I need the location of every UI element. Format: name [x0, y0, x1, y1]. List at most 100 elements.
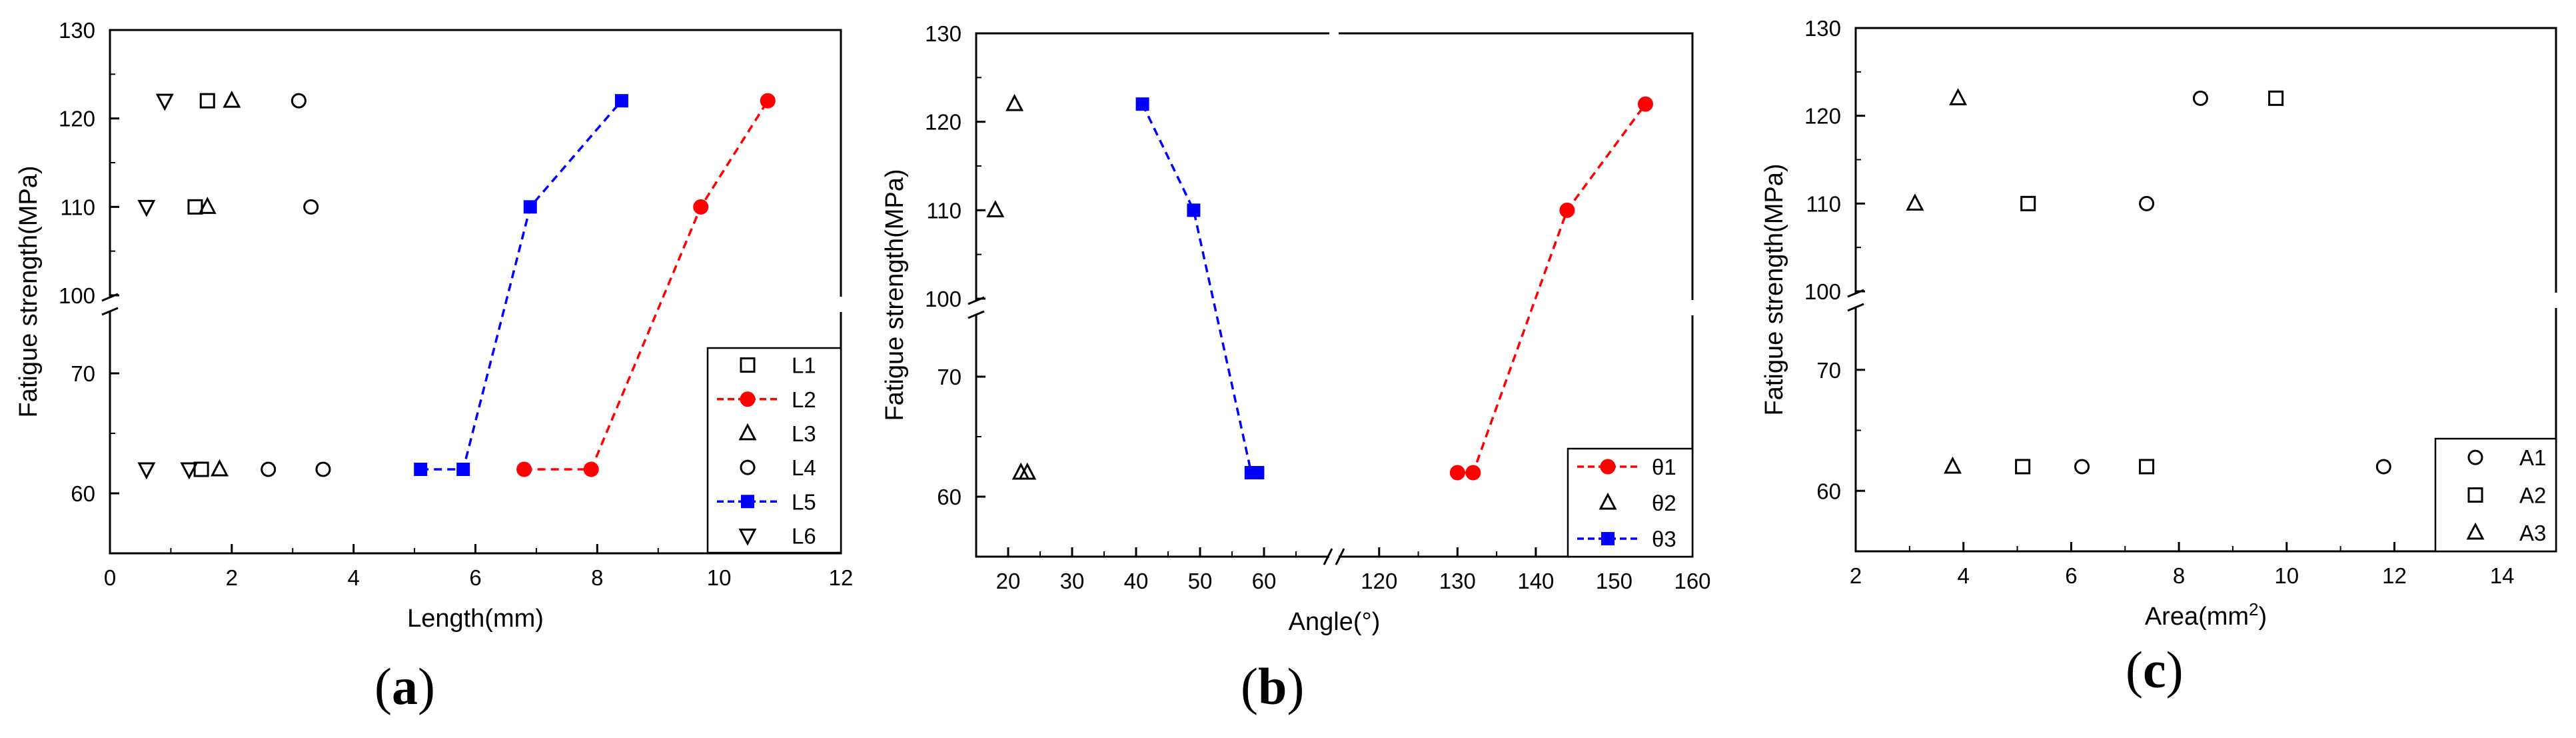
- chart-a-point-L6-0: [155, 93, 174, 111]
- chart-b-xtick-label-1-4: 160: [1674, 569, 1710, 593]
- chart-b-ytick-label-5: 130: [925, 21, 962, 46]
- chart-a-xtick-label-6: 12: [829, 565, 854, 590]
- chart-b-legend-marker-θ1: [1600, 459, 1616, 475]
- chart-b-ylabel: Fatigue strength(MPa): [881, 169, 909, 421]
- chart-c-point-A3-1: [1906, 193, 1924, 211]
- chart-a-point-L5-1: [456, 463, 470, 476]
- chart-a-legend-marker-L5: [741, 495, 754, 509]
- chart-b-point-θ2-3: [1018, 462, 1037, 480]
- chart-c-point-A2-0: [2268, 90, 2284, 106]
- chart-b-legend-marker-θ2: [1599, 492, 1617, 510]
- chart-c-point-A2-2: [2015, 459, 2031, 475]
- chart-a-legend-marker-L6: [738, 528, 757, 546]
- panel-label-c-letter: c: [2142, 641, 2166, 699]
- chart-b-xbreak-slash-1: [1323, 548, 1333, 565]
- chart-a-ybreak-gap-right: [838, 297, 844, 312]
- chart-c-legend-box: [2434, 437, 2557, 553]
- chart-b-ytick-label-0: 60: [937, 485, 962, 509]
- chart-a: 60 70 100 110 120 130 0 2 4 6 8 10 12 Length(mm) Fatig…: [15, 18, 853, 633]
- chart-a-xtick-label-5: 10: [707, 565, 732, 590]
- chart-c-xtick-label-3: 8: [2173, 563, 2185, 588]
- chart-c-legend: A1 A2 A3: [2434, 437, 2557, 553]
- chart-a-xlabel: Length(mm): [407, 605, 544, 633]
- panel-label-a-letter: a: [391, 657, 418, 715]
- chart-b-xtick-label-0-2: 40: [1124, 569, 1149, 593]
- chart-c-xlabel-close: ): [2259, 603, 2267, 631]
- chart-c-series-A1: [2074, 90, 2391, 475]
- chart-b-xlabel: Angle(°): [1289, 608, 1381, 636]
- chart-c-point-A2-1: [2020, 195, 2036, 211]
- chart-c-series-A2: [2015, 90, 2284, 475]
- chart-c-point-A1-1: [2139, 195, 2155, 211]
- chart-c-xtick-label-5: 12: [2382, 563, 2407, 588]
- panel-label-a: (a): [374, 657, 435, 715]
- chart-a-legend-label-L6: L6: [792, 523, 816, 548]
- chart-c-ybreak-slash-1: [1847, 289, 1864, 298]
- chart-a-legend-label-L4: L4: [792, 455, 816, 480]
- chart-b-xbreak-gap: [1329, 549, 1339, 565]
- chart-b-xlabel-text: Angle(°): [1289, 608, 1381, 636]
- chart-c-ytick-label-1: 70: [1816, 358, 1841, 383]
- chart-b-xtick-label-1-3: 150: [1596, 569, 1632, 593]
- chart-b-series-θ3: [1135, 97, 1265, 479]
- chart-c-point-A2-3: [2139, 459, 2155, 475]
- chart-a-point-L5-0: [414, 463, 428, 476]
- chart-b-point-θ1-3: [1637, 96, 1653, 112]
- chart-a-point-L3-0: [223, 90, 241, 108]
- chart-c-xtick-label-0: 2: [1850, 563, 1862, 588]
- chart-c-ybreak-gap: [1848, 293, 1864, 308]
- chart-a-point-L6-3: [180, 462, 199, 480]
- chart-a-legend-label-L2: L2: [792, 387, 816, 412]
- panel-label-b-letter: b: [1257, 657, 1287, 715]
- chart-a-xtick-label-2: 4: [347, 565, 359, 590]
- chart-a-ytick-label-3: 110: [60, 195, 95, 219]
- chart-a-series-line-L5: [420, 99, 623, 471]
- chart-b-point-θ2-1: [986, 200, 1005, 217]
- chart-b-xbreak-gap-top: [1329, 31, 1339, 36]
- chart-a-ybreak-slash-2: [101, 307, 119, 316]
- chart-a-ytick-label-1: 70: [71, 361, 95, 386]
- chart-b-point-θ1-2: [1559, 202, 1575, 218]
- chart-b-series-line-θ1: [1457, 103, 1646, 474]
- chart-c-ytick-label-4: 120: [1804, 104, 1841, 129]
- chart-c-ytick-label-2: 100: [1804, 279, 1841, 304]
- chart-b-xtick-label-1-2: 140: [1517, 569, 1554, 593]
- chart-c-legend-marker-A1: [2467, 449, 2483, 465]
- chart-b-point-θ1-0: [1449, 465, 1465, 481]
- chart-b-xtick-label-0-1: 30: [1060, 569, 1085, 593]
- chart-a-series-L4: [261, 93, 331, 477]
- chart-a-point-L1-1: [187, 199, 203, 215]
- chart-a-legend-marker-L3: [738, 423, 757, 441]
- chart-a-xtick-label-0: 0: [104, 565, 116, 590]
- chart-a-point-L5-2: [523, 200, 537, 214]
- chart-a-point-L1-0: [199, 93, 215, 109]
- chart-c-legend-label-A1: A1: [2519, 445, 2546, 470]
- chart-a-point-L4-0: [291, 93, 307, 109]
- chart-a-point-L2-3: [760, 93, 776, 109]
- chart-a-xtick-label-1: 2: [226, 565, 238, 590]
- chart-a-ytick-label-0: 60: [71, 481, 95, 506]
- chart-c-ytick-label-3: 110: [1806, 191, 1841, 216]
- chart-a-point-L3-1: [198, 197, 217, 214]
- chart-a-point-L2-0: [516, 461, 532, 477]
- chart-a-point-L5-3: [614, 94, 628, 108]
- chart-c-legend-marker-A2: [2467, 487, 2483, 503]
- chart-b-legend-marker-θ3: [1601, 532, 1614, 545]
- chart-a-series-L6: [137, 93, 199, 480]
- chart-b-ytick-label-2: 100: [925, 287, 962, 311]
- chart-a-legend-label-L5: L5: [792, 489, 816, 514]
- chart-b-xbreak-slash-2: [1335, 548, 1345, 565]
- chart-a-legend: L1 L2 L3 L4 L5 L6: [706, 347, 842, 554]
- chart-a-point-L6-1: [137, 199, 156, 217]
- chart-a-xlabel-text: Length(mm): [407, 605, 544, 633]
- chart-b-point-θ3-1: [1187, 203, 1201, 217]
- chart-a-ybreak-slash-1: [101, 293, 119, 302]
- panel-label-c: (c): [2126, 641, 2184, 699]
- chart-b-point-θ3-3: [1251, 466, 1265, 479]
- chart-c-point-A1-3: [2375, 459, 2391, 475]
- chart-c-point-A3-0: [1949, 88, 1968, 105]
- chart-c-xtick-label-4: 10: [2274, 563, 2299, 588]
- chart-a-point-L2-1: [583, 461, 599, 477]
